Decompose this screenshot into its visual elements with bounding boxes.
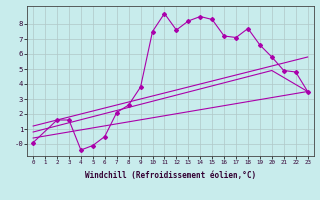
X-axis label: Windchill (Refroidissement éolien,°C): Windchill (Refroidissement éolien,°C) [85, 171, 256, 180]
